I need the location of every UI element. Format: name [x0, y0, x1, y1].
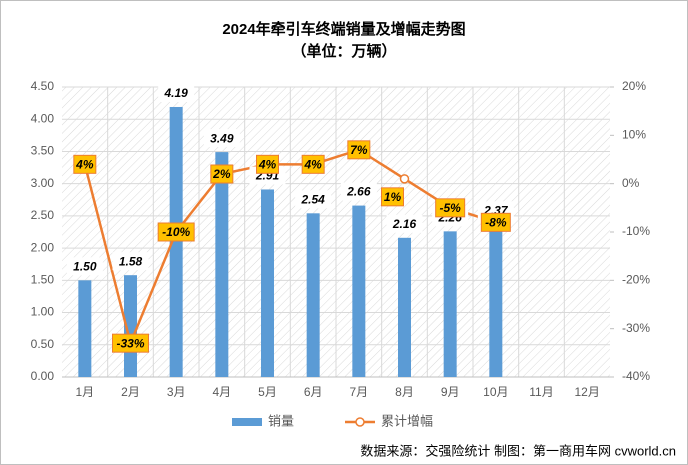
y2-tick-label: -40%: [622, 369, 650, 383]
y-tick-label: 4.00: [31, 111, 55, 125]
data-label: 2.66: [346, 185, 371, 199]
data-label-box: [203, 129, 240, 148]
bar: [78, 280, 92, 377]
y2-tick-label: -20%: [622, 273, 650, 287]
y-tick-label: 1.00: [31, 305, 55, 319]
data-label: 3.49: [210, 131, 234, 145]
line: [83, 148, 497, 348]
data-label: 2.16: [392, 217, 417, 231]
line-marker: [399, 174, 410, 184]
data-label-box: [386, 214, 423, 233]
data-label-box: [158, 83, 195, 102]
y-tick-label: 2.00: [31, 240, 55, 254]
data-label: 1%: [384, 190, 402, 204]
data-label-box: [381, 187, 404, 207]
data-label-box: [295, 190, 332, 209]
x-tick-label: 12月: [574, 385, 599, 399]
data-label: -8%: [485, 216, 507, 230]
chart-title: 2024年牵引车终端销量及增幅走势图: [222, 20, 465, 38]
x-tick-label: 2月: [121, 385, 140, 399]
x-tick-label: 1月: [75, 385, 94, 399]
legend-swatch: [232, 418, 262, 426]
data-label-box: [301, 154, 325, 174]
bar: [489, 224, 503, 377]
bar: [215, 152, 229, 377]
y2-tick-label: -10%: [622, 224, 650, 238]
data-label: 1.58: [119, 254, 143, 268]
bar: [261, 189, 274, 377]
data-label: 4%: [75, 158, 94, 172]
data-label-box: [66, 257, 103, 276]
bar: [169, 106, 183, 377]
x-tick-label: 8月: [395, 385, 414, 399]
legend-swatch: [355, 417, 365, 427]
data-label: 4%: [303, 158, 322, 172]
chart-subtitle: （单位：万辆）: [291, 42, 396, 60]
x-tick-label: 11月: [529, 385, 553, 399]
source-note: 数据来源：交强险统计 制图：第一商用车网 cvworld.cn: [360, 443, 676, 458]
x-tick-label: 3月: [167, 385, 186, 399]
data-label: -33%: [116, 336, 144, 350]
data-label: 4%: [258, 158, 277, 172]
y2-tick-label: 20%: [622, 79, 646, 93]
y-tick-label: 1.50: [31, 273, 55, 287]
y-tick-label: 3.00: [31, 176, 55, 190]
data-label-box: [480, 212, 511, 232]
bar: [352, 205, 366, 377]
y2-tick-label: 10%: [622, 128, 646, 142]
y2-tick-label: 0%: [622, 176, 640, 190]
data-label-box: [347, 140, 371, 160]
x-tick-label: 7月: [349, 385, 368, 399]
data-label: 1.50: [73, 260, 97, 274]
bar: [306, 213, 320, 377]
data-label: 2.54: [300, 192, 325, 206]
data-label: -10%: [162, 225, 190, 239]
x-tick-label: 5月: [258, 385, 277, 399]
data-label: 2%: [212, 167, 231, 181]
data-label-box: [340, 182, 377, 201]
data-label-box: [157, 222, 195, 242]
y-tick-label: 2.50: [31, 208, 55, 222]
x-tick-label: 10月: [483, 385, 508, 399]
y-tick-label: 0.50: [31, 337, 55, 351]
x-tick-label: 4月: [212, 385, 231, 399]
data-label-box: [210, 164, 234, 184]
data-label-box: [73, 154, 97, 174]
legend-label: 销量: [268, 413, 294, 428]
data-label: 7%: [350, 143, 368, 157]
data-label-box: [435, 198, 466, 218]
bar: [443, 231, 457, 377]
x-tick-label: 9月: [441, 385, 460, 399]
data-label-box: [256, 154, 279, 174]
legend-label: 累计增幅: [381, 413, 433, 428]
x-tick-label: 6月: [304, 385, 323, 399]
y-tick-label: 0.00: [31, 369, 55, 383]
bar: [398, 237, 411, 377]
data-label-box: [112, 333, 149, 353]
data-label-box: [112, 252, 149, 271]
data-label: -5%: [439, 201, 461, 215]
y-tick-label: 3.50: [31, 144, 55, 158]
y-tick-label: 4.50: [31, 79, 55, 93]
data-label: 4.19: [163, 86, 188, 100]
y2-tick-label: -30%: [622, 321, 650, 335]
